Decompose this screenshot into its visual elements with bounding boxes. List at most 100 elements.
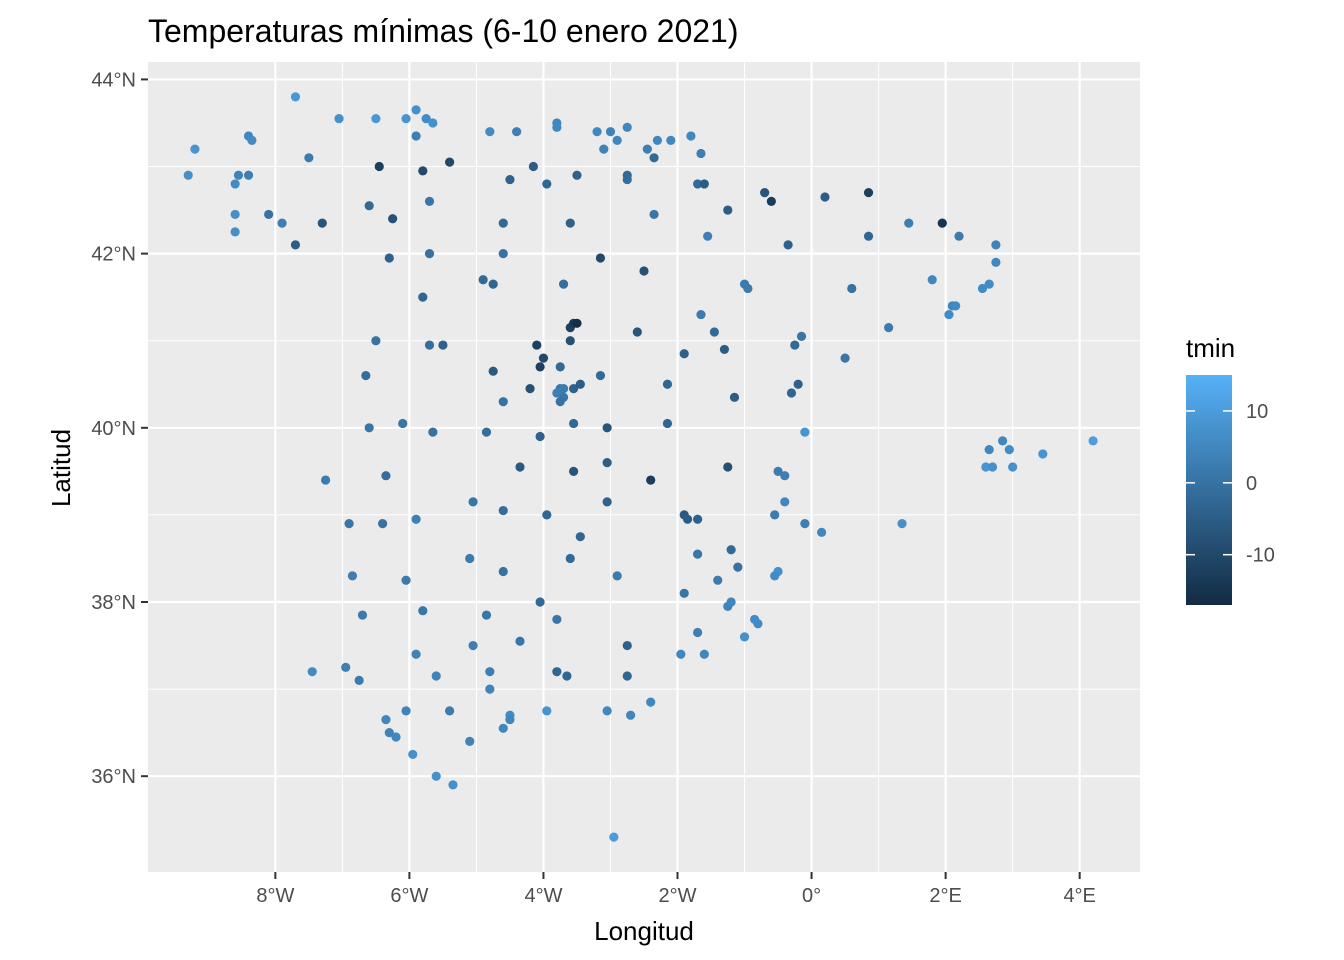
legend-tick-label: -10: [1246, 545, 1275, 567]
data-point: [770, 510, 780, 520]
data-point: [401, 706, 411, 716]
data-point: [424, 196, 435, 206]
data-point: [411, 649, 421, 659]
data-point: [595, 253, 606, 263]
data-point: [468, 497, 478, 507]
data-point: [565, 553, 575, 564]
data-point: [572, 318, 582, 328]
data-point: [662, 418, 673, 429]
data-point: [569, 466, 579, 476]
data-point: [528, 161, 539, 172]
data-point: [377, 519, 388, 529]
data-point: [532, 340, 542, 350]
data-point: [743, 283, 753, 294]
data-point: [569, 418, 579, 429]
data-point: [481, 427, 492, 437]
x-tick-label: 4°W: [524, 885, 562, 907]
color-legend: tmin 10 0 -10: [1186, 333, 1275, 605]
data-point: [897, 519, 907, 529]
data-point: [780, 497, 790, 507]
data-point: [622, 640, 632, 651]
data-point: [552, 614, 562, 625]
data-point: [773, 466, 783, 476]
data-point: [693, 549, 703, 559]
data-point: [699, 649, 709, 659]
data-point: [485, 667, 495, 677]
x-tick-label: 8°W: [256, 885, 294, 907]
data-point: [485, 127, 495, 137]
data-point: [535, 597, 545, 607]
data-point: [428, 427, 438, 437]
x-tick-label: 4°E: [1063, 885, 1095, 907]
data-point: [991, 240, 1001, 250]
data-point: [411, 514, 421, 524]
data-point: [428, 118, 438, 128]
data-point: [401, 575, 411, 585]
data-point: [230, 209, 240, 220]
x-tick-label: 2°E: [929, 885, 961, 907]
data-point: [431, 671, 441, 681]
data-point: [904, 218, 914, 228]
data-point: [304, 153, 314, 163]
data-point: [344, 519, 354, 529]
data-point: [552, 667, 562, 677]
data-point: [542, 179, 552, 189]
data-point: [820, 192, 830, 202]
data-point: [713, 575, 723, 585]
data-point: [612, 571, 622, 581]
data-point: [786, 388, 797, 398]
data-point: [997, 436, 1008, 446]
x-axis: 8°W 6°W 4°W 2°W 0° 2°E 4°E: [256, 872, 1096, 907]
chart-title: Temperaturas mínimas (6-10 enero 2021): [148, 13, 739, 49]
data-point: [488, 279, 498, 289]
data-point: [361, 370, 371, 381]
data-point: [679, 349, 689, 359]
data-point: [277, 218, 287, 228]
data-point: [572, 170, 582, 180]
data-point: [538, 353, 549, 363]
data-point: [264, 209, 274, 220]
data-point: [984, 444, 994, 455]
data-point: [230, 227, 240, 237]
data-point: [984, 279, 994, 289]
legend-colorbar: [1186, 375, 1232, 605]
data-point: [515, 636, 525, 646]
data-point: [682, 514, 693, 524]
data-point: [347, 571, 358, 581]
data-point: [602, 706, 612, 716]
data-point: [438, 340, 448, 350]
data-point: [542, 706, 552, 716]
y-tick-label: 38°N: [91, 592, 136, 614]
data-point: [696, 309, 706, 320]
legend-ticks: 10 0 -10: [1186, 401, 1275, 567]
data-point: [354, 675, 364, 685]
data-point: [753, 619, 763, 629]
data-point: [388, 214, 398, 224]
data-point: [371, 336, 381, 346]
data-point: [863, 188, 874, 198]
data-point: [411, 131, 421, 141]
data-point: [602, 458, 612, 468]
y-tick-label: 42°N: [91, 244, 136, 266]
data-point: [321, 475, 331, 485]
data-point: [465, 736, 475, 746]
legend-tick-label: 0: [1246, 473, 1257, 495]
data-point: [622, 671, 632, 681]
x-tick-label: 6°W: [390, 885, 428, 907]
data-point: [381, 714, 391, 725]
y-axis: 36°N 38°N 40°N 42°N 44°N: [91, 69, 148, 788]
data-point: [505, 174, 515, 185]
data-point: [515, 462, 525, 472]
data-point: [639, 266, 649, 276]
data-point: [840, 353, 850, 363]
data-point: [981, 462, 991, 472]
data-point: [535, 362, 545, 372]
data-point: [243, 170, 254, 180]
data-point: [739, 632, 750, 642]
data-point: [699, 179, 709, 189]
plot-panel: [148, 62, 1140, 872]
data-point: [679, 588, 689, 598]
data-point: [465, 553, 475, 564]
y-axis-title: Latitud: [46, 429, 76, 507]
data-point: [307, 667, 317, 677]
